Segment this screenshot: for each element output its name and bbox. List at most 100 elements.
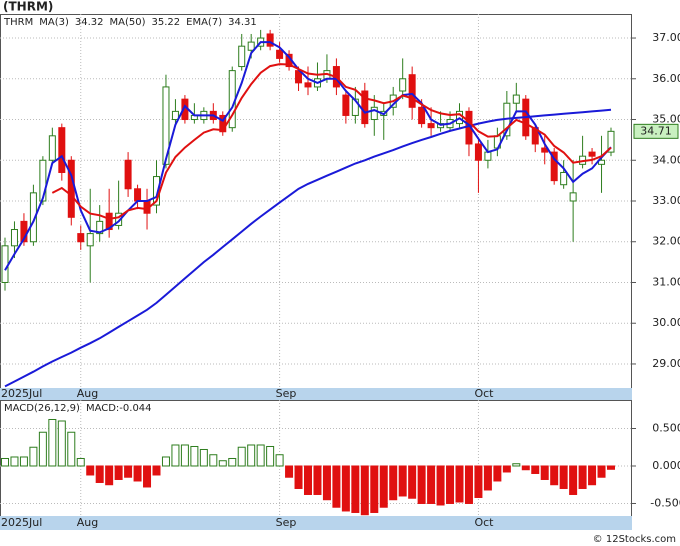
macd-bar bbox=[57, 420, 66, 467]
macd-bar bbox=[408, 465, 417, 499]
macd-bar bbox=[588, 465, 597, 486]
macd-bar bbox=[266, 445, 275, 467]
y-tick-label: 33.00 bbox=[652, 194, 680, 207]
macd-bar bbox=[607, 465, 615, 470]
x-tick-label: Aug bbox=[77, 516, 98, 529]
candle-body bbox=[484, 151, 492, 161]
macd-bar bbox=[427, 465, 436, 504]
macd-bar bbox=[275, 454, 284, 467]
macd-bar bbox=[341, 465, 350, 512]
candle-body bbox=[86, 233, 94, 247]
candle-body bbox=[512, 94, 520, 104]
indicator-line bbox=[51, 63, 612, 220]
macd-bar bbox=[1, 457, 9, 467]
y-tick-label: 31.00 bbox=[652, 275, 680, 288]
candle-body bbox=[10, 229, 18, 247]
candle-body bbox=[560, 171, 568, 186]
candle-body bbox=[171, 110, 179, 121]
candle-body bbox=[48, 135, 56, 161]
candle-body bbox=[96, 220, 104, 235]
macd-bar bbox=[597, 465, 606, 478]
macd-bar bbox=[455, 465, 464, 503]
x-tick-label: 2025Jul bbox=[1, 516, 42, 529]
candle-body bbox=[105, 212, 113, 231]
candle-body bbox=[238, 45, 246, 68]
legend-entry: 34.31 bbox=[228, 17, 257, 28]
macd-bar bbox=[531, 465, 540, 474]
macd-bar bbox=[540, 465, 549, 480]
macd-bar bbox=[256, 444, 265, 467]
candle-body bbox=[39, 159, 47, 202]
macd-bar bbox=[512, 463, 521, 467]
candle-body bbox=[304, 82, 312, 88]
macd-bar bbox=[294, 465, 303, 489]
y-tick-label: 37.00 bbox=[652, 31, 680, 44]
legend-entry: MA(3) bbox=[39, 17, 69, 28]
y-tick-label: 34.00 bbox=[652, 153, 680, 166]
macd-bar bbox=[218, 460, 227, 467]
macd-bar bbox=[38, 431, 47, 467]
price-box bbox=[633, 123, 679, 139]
candle-body bbox=[162, 86, 170, 165]
x-tick-label: Aug bbox=[77, 387, 98, 400]
y-tick-label: 36.00 bbox=[652, 72, 680, 85]
macd-bar bbox=[493, 465, 502, 482]
candle-body bbox=[550, 151, 558, 182]
x-tick-label: 2025Jul bbox=[1, 387, 42, 400]
macd-bar bbox=[76, 457, 85, 467]
candle-body bbox=[399, 78, 407, 92]
macd-bar bbox=[474, 465, 483, 498]
legend-entry: 35.22 bbox=[152, 17, 181, 28]
candle-body bbox=[247, 41, 255, 51]
candle-body bbox=[370, 106, 378, 121]
macd-bar bbox=[67, 431, 76, 467]
candle-body bbox=[569, 192, 577, 202]
legend-entry: THRM bbox=[3, 17, 33, 28]
macd-bar bbox=[190, 445, 199, 467]
y-tick-label: 32.00 bbox=[652, 235, 680, 248]
candle-body bbox=[77, 233, 85, 243]
candle-body bbox=[276, 49, 284, 59]
x-tick-label: Oct bbox=[474, 387, 494, 400]
last-price: 34.71 bbox=[640, 124, 672, 137]
macd-bar bbox=[559, 465, 568, 489]
macd-bar bbox=[48, 418, 57, 467]
macd-panel bbox=[0, 400, 632, 517]
macd-bar bbox=[29, 446, 38, 467]
macd-bar bbox=[446, 465, 455, 504]
macd-bar bbox=[578, 465, 587, 489]
macd-bar bbox=[322, 465, 331, 501]
chart-title: (THRM) bbox=[3, 0, 53, 14]
macd-bar bbox=[464, 465, 473, 504]
legend-entry: EMA(7) bbox=[186, 17, 222, 28]
x-tick-label: Sep bbox=[276, 516, 297, 529]
macd-bar bbox=[86, 465, 95, 476]
macd-bar bbox=[10, 456, 19, 467]
candle-body bbox=[58, 127, 66, 173]
x-tick-label: Oct bbox=[474, 516, 494, 529]
legend-entry: MA(50) bbox=[110, 17, 146, 28]
y-tick-label: 29.00 bbox=[652, 357, 680, 370]
macd-bar bbox=[389, 465, 398, 501]
macd-bar bbox=[143, 465, 152, 488]
macd-bar bbox=[398, 465, 407, 497]
macd-bar bbox=[370, 465, 379, 513]
macd-bar bbox=[360, 465, 369, 516]
macd-bar bbox=[105, 465, 114, 486]
y-tick-label: 35.00 bbox=[652, 113, 680, 126]
candle-body bbox=[588, 151, 596, 157]
macd-bar bbox=[304, 465, 312, 495]
indicator-line bbox=[4, 108, 612, 388]
candle-body bbox=[531, 127, 539, 145]
macd-bar bbox=[152, 465, 161, 476]
candle-body bbox=[607, 130, 615, 153]
candle-body bbox=[134, 188, 142, 202]
macd-bar bbox=[228, 457, 237, 467]
macd-bar bbox=[171, 444, 180, 467]
macd-label: MACD:-0.044 bbox=[86, 403, 152, 414]
macd-bar bbox=[237, 446, 246, 467]
macd-bar bbox=[95, 465, 104, 483]
macd-bar bbox=[19, 456, 28, 467]
macd-bar bbox=[209, 454, 218, 467]
